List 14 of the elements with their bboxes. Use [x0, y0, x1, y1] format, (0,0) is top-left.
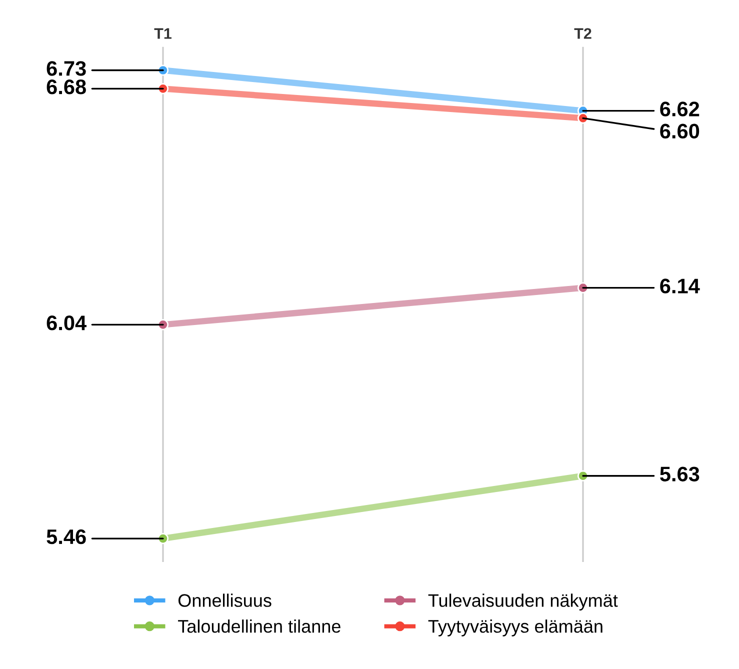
data-label: 5.46 [46, 529, 86, 544]
x-tick-label: T1 [154, 28, 172, 39]
data-label: 6.04 [46, 316, 87, 330]
data-label: 6.73 [46, 61, 86, 76]
data-label: 6.14 [660, 278, 700, 294]
x-tick-label: T2 [574, 28, 592, 39]
data-label: 6.62 [660, 102, 700, 116]
legend-label: Tyytyväisyys elämään [428, 620, 602, 636]
legend-label: Taloudellinen tilanne [178, 620, 340, 633]
data-label: 6.60 [660, 124, 700, 139]
data-label: 5.63 [660, 466, 700, 482]
legend-label: Onnellisuus [178, 594, 272, 607]
legend-label: Tulevaisuuden näkymät [428, 594, 618, 610]
data-label: 6.68 [46, 80, 86, 94]
